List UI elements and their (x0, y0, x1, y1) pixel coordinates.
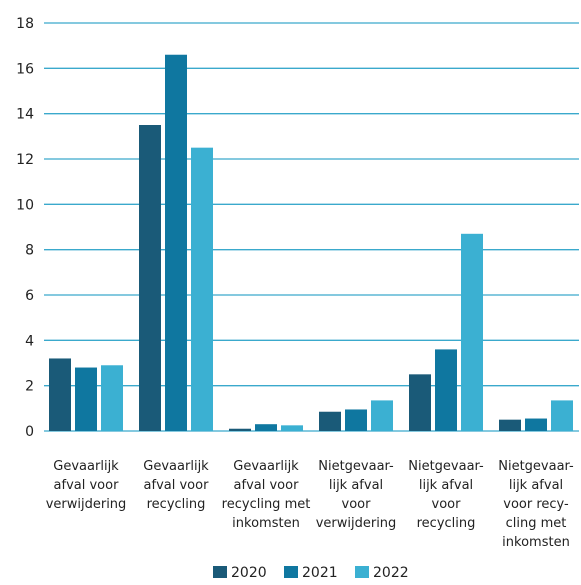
y-tick-label: 10 (16, 197, 34, 213)
category-label-line: inkomsten (502, 535, 570, 550)
y-tick-label: 4 (25, 333, 34, 349)
y-tick-label: 16 (16, 61, 34, 77)
legend-swatch-2020 (213, 566, 227, 578)
bar-2021-1 (165, 54, 187, 431)
category-label-line: voor recy- (503, 497, 569, 512)
category-label: Gevaarlijk afval voor verwijdering (46, 459, 127, 512)
category-label-line: verwijdering (316, 516, 397, 531)
bar-2021-2 (255, 424, 277, 431)
legend-label-2020: 2020 (231, 565, 267, 581)
bar-2022-2 (281, 425, 303, 431)
category-labels: Gevaarlijk afval voor verwijderingGevaarli… (46, 459, 574, 550)
y-tick-label: 6 (25, 288, 34, 304)
category-label-line: Gevaarlijk (53, 459, 119, 474)
bar-2021-3 (345, 409, 367, 431)
bar-2022-1 (191, 147, 213, 431)
bar-2022-0 (101, 365, 123, 431)
category-label: Gevaarlijk afval voor recycling (143, 459, 209, 512)
category-label-line: lijk afval (419, 478, 473, 493)
category-label: Nietgevaar-lijk afval voor recycling (408, 459, 484, 531)
bars (49, 54, 573, 431)
category-label-line: inkomsten (232, 516, 300, 531)
legend-swatch-2021 (284, 566, 298, 578)
category-label: Gevaarlijk afval voor recycling met inkomst… (222, 459, 311, 531)
y-tick-label: 14 (16, 107, 34, 123)
category-label-line: recycling (147, 497, 206, 512)
y-tick-label: 12 (16, 152, 34, 168)
category-label-line: Nietgevaar- (408, 459, 484, 474)
category-label-line: recycling met (222, 497, 311, 512)
gridlines (44, 22, 579, 432)
category-label-line: afval voor (144, 478, 210, 493)
bar-2020-2 (229, 428, 251, 431)
category-label-line: afval voor (234, 478, 300, 493)
bar-2021-5 (525, 418, 547, 431)
y-tick-label: 0 (25, 424, 34, 440)
bar-2020-4 (409, 374, 431, 431)
category-label-line: voor (432, 497, 462, 512)
bar-2020-1 (139, 125, 161, 431)
legend: 2020 2021 2022 (213, 565, 409, 581)
bar-2021-0 (75, 367, 97, 431)
legend-label-2022: 2022 (373, 565, 409, 581)
category-label: Nietgevaar-lijk afval voor verwijdering (316, 459, 397, 531)
bar-2021-4 (435, 349, 457, 431)
bar-2020-5 (499, 419, 521, 431)
y-tick-label: 2 (25, 379, 34, 395)
category-label-line: cling met (506, 516, 567, 531)
category-label-line: Nietgevaar- (318, 459, 394, 474)
y-tick-label: 18 (16, 16, 34, 32)
category-label-line: Gevaarlijk (233, 459, 299, 474)
y-axis-ticks: 0 2 4 6 8 10 12 14 16 18 (16, 16, 34, 440)
bar-2020-0 (49, 358, 71, 431)
legend-label-2021: 2021 (302, 565, 338, 581)
category-label-line: lijk afval (509, 478, 563, 493)
legend-swatch-2022 (355, 566, 369, 578)
category-label-line: recycling (417, 516, 476, 531)
category-label-line: Gevaarlijk (143, 459, 209, 474)
bar-2022-3 (371, 400, 393, 431)
bar-2022-5 (551, 400, 573, 431)
category-label: Nietgevaar-lijk afval voor recy-cling met… (498, 459, 574, 550)
category-label-line: Nietgevaar- (498, 459, 574, 474)
y-tick-label: 8 (25, 243, 34, 259)
bar-2022-4 (461, 233, 483, 431)
bar-2020-3 (319, 411, 341, 431)
category-label-line: voor (342, 497, 372, 512)
category-label-line: lijk afval (329, 478, 383, 493)
category-label-line: afval voor (54, 478, 120, 493)
category-label-line: verwijdering (46, 497, 127, 512)
